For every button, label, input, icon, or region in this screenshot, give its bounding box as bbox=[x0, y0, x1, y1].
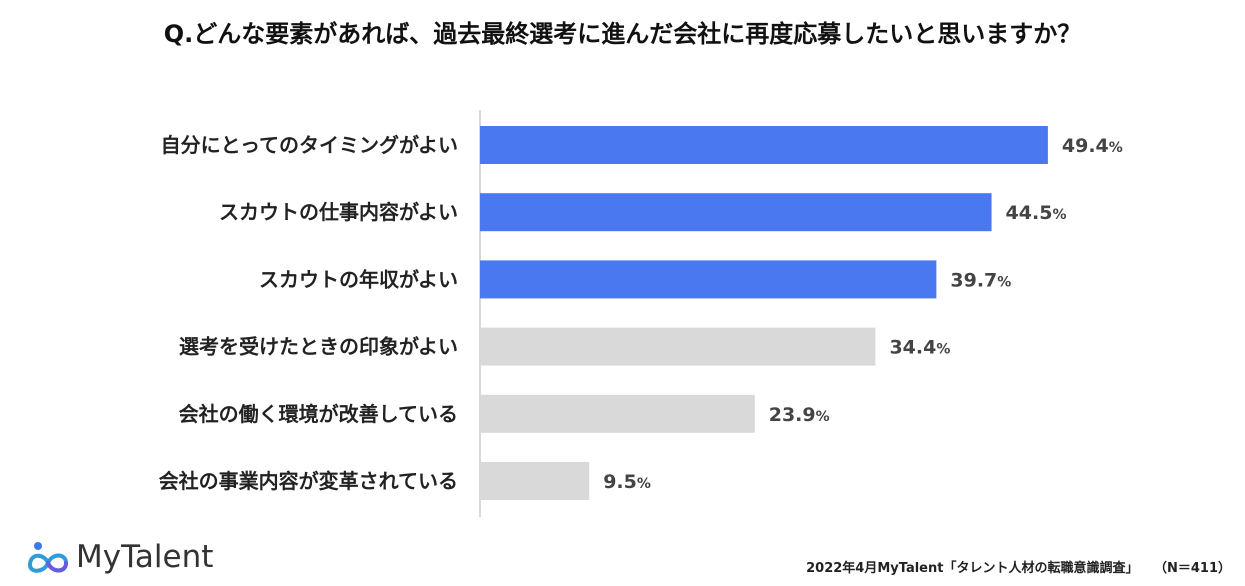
bar bbox=[480, 126, 1048, 164]
bar bbox=[480, 260, 937, 299]
category-label: 選考を受けたときの印象がよい bbox=[179, 335, 458, 359]
data-label: 23.9% bbox=[769, 404, 830, 426]
bar bbox=[480, 462, 590, 500]
infinity-person-icon bbox=[27, 542, 69, 573]
source-text: 2022年4月MyTalent「タレント人材の転職意識調査」 bbox=[806, 561, 1139, 576]
category-label: スカウトの年収がよい bbox=[259, 267, 458, 291]
data-label: 39.7% bbox=[950, 269, 1011, 291]
bar bbox=[480, 394, 755, 433]
sample-size: （N＝411） bbox=[1160, 561, 1231, 576]
category-label: 自分にとってのタイミングがよい bbox=[161, 133, 458, 157]
data-label: 34.4% bbox=[889, 337, 950, 359]
brand-logo: MyTalent bbox=[26, 536, 213, 578]
data-label: 49.4% bbox=[1062, 135, 1123, 157]
bar bbox=[480, 327, 876, 366]
chart-title: Q.どんな要素があれば、過去最終選考に進んだ会社に再度応募したいと思いますか？ bbox=[163, 20, 1082, 48]
bar bbox=[480, 193, 992, 232]
data-label: 9.5% bbox=[603, 471, 651, 493]
category-label: 会社の事業内容が変革されている bbox=[159, 469, 458, 493]
category-label: スカウトの仕事内容がよい bbox=[219, 200, 458, 224]
brand-name: MyTalent bbox=[76, 539, 214, 575]
category-label: 会社の働く環境が改善している bbox=[179, 402, 458, 426]
source-note: 2022年4月MyTalent「タレント人材の転職意識調査」 （N＝411） bbox=[806, 557, 1231, 576]
data-label: 44.5% bbox=[1006, 202, 1067, 224]
